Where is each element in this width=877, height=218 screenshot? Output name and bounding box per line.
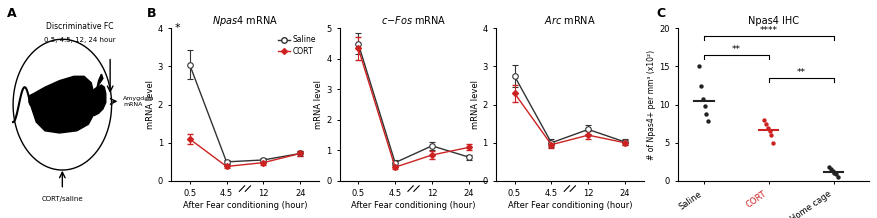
- Legend: Saline, CORT: Saline, CORT: [278, 35, 316, 56]
- Text: ****: ****: [759, 26, 777, 35]
- Point: [826, 171, 840, 174]
- Text: **: **: [795, 68, 805, 77]
- Y-axis label: mRNA level: mRNA level: [314, 80, 323, 129]
- Point: [695, 97, 709, 100]
- Point: [824, 169, 838, 173]
- Point: [758, 122, 772, 125]
- Y-axis label: mRNA level: mRNA level: [146, 80, 154, 129]
- X-axis label: After Fear conditioning (hour): After Fear conditioning (hour): [507, 201, 631, 210]
- Point: [756, 118, 770, 122]
- Text: CORT/saline: CORT/saline: [41, 196, 83, 202]
- Text: 0.5, 4.5, 12, 24 hour: 0.5, 4.5, 12, 24 hour: [44, 37, 116, 43]
- Point: [828, 172, 842, 176]
- Point: [701, 120, 715, 123]
- Text: Discriminative FC: Discriminative FC: [46, 22, 113, 31]
- Point: [821, 165, 835, 169]
- X-axis label: After Fear conditioning (hour): After Fear conditioning (hour): [182, 201, 307, 210]
- X-axis label: After Fear conditioning (hour): After Fear conditioning (hour): [351, 201, 475, 210]
- Text: A: A: [7, 7, 17, 20]
- Point: [697, 104, 711, 108]
- Point: [831, 175, 845, 179]
- Text: B: B: [146, 7, 156, 20]
- Polygon shape: [97, 74, 103, 87]
- Point: [764, 133, 778, 137]
- Y-axis label: mRNA level: mRNA level: [470, 80, 479, 129]
- Point: [766, 141, 780, 145]
- Point: [699, 112, 713, 116]
- Title: Npas4 IHC: Npas4 IHC: [747, 16, 798, 26]
- Y-axis label: # of Npas4+ per mm³ (x10²): # of Npas4+ per mm³ (x10²): [646, 49, 655, 160]
- Point: [693, 84, 707, 87]
- Text: **: **: [731, 45, 740, 54]
- Text: *: *: [175, 23, 181, 33]
- Text: C: C: [655, 7, 665, 20]
- Title: $\it{Arc}$ mRNA: $\it{Arc}$ mRNA: [543, 14, 595, 26]
- Polygon shape: [29, 76, 94, 133]
- Point: [691, 65, 705, 68]
- Point: [759, 126, 774, 129]
- Polygon shape: [89, 85, 106, 116]
- Point: [761, 129, 775, 133]
- Title: $\it{Npas4}$ mRNA: $\it{Npas4}$ mRNA: [211, 14, 278, 28]
- Point: [823, 168, 837, 171]
- Title: $\it{c{-}Fos}$ mRNA: $\it{c{-}Fos}$ mRNA: [381, 14, 446, 26]
- Text: Amygdala
mRNA: Amygdala mRNA: [123, 96, 154, 107]
